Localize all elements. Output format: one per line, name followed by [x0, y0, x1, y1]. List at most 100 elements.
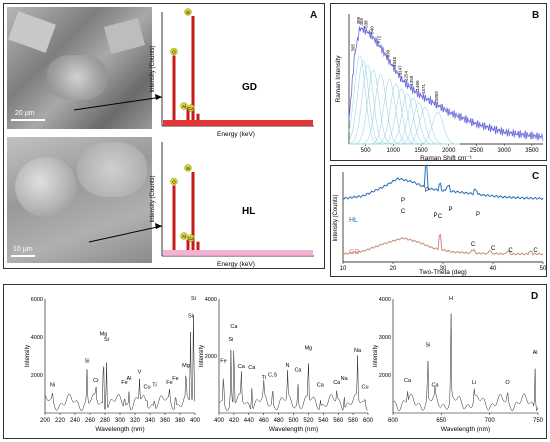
xrd-tick-label-40: 40 [490, 266, 497, 272]
xrd-hl-peak-0: P [401, 198, 405, 204]
libs1-line-label-14: Si [191, 296, 196, 302]
arrow-top-head [155, 94, 162, 100]
libs2-line-label-13: Na [354, 348, 362, 354]
eds-bottom-bar-ca [196, 241, 200, 250]
raman-tick-label-500: 500 [361, 148, 372, 154]
libs2-tick-label-500: 500 [288, 418, 299, 424]
xrd-tick-label-30: 30 [440, 266, 447, 272]
libs3-line-label-0: Ca [404, 378, 412, 384]
libs1-tick-label-300: 300 [115, 418, 126, 424]
xrd-hl-peak-3: P [448, 207, 452, 213]
libs2-line-label-10: Ca [317, 382, 325, 388]
libs3-tick-label-750: 750 [533, 418, 544, 424]
libs3-line-label-6: Al [533, 350, 538, 356]
eds-top-label-si: Si [186, 10, 190, 15]
xrd-gd-peak-4: C [508, 248, 513, 254]
raman-xlabel: Raman Shift cm⁻¹ [420, 155, 473, 162]
libs2-tick-label-560: 560 [333, 418, 344, 424]
eds-bottom-baseline [163, 250, 313, 256]
libs3-ytick-label-4000: 4000 [379, 297, 391, 303]
libs2-tick-label-540: 540 [318, 418, 329, 424]
raman-peak-1802: 1802 [434, 91, 439, 102]
eds-bottom-ylabel: Intensity (Counts) [150, 175, 156, 222]
eds-top-sample: GD [242, 82, 257, 93]
raman-peak-772: 772 [377, 35, 382, 43]
eds-bottom-label-o: O [172, 180, 176, 185]
sem-bottom-scale: 10 µm [13, 246, 33, 253]
xrd-hl-peak-2: P [433, 213, 437, 219]
xrd-gd-peak-5: C [533, 248, 538, 254]
raman-fit-772 [349, 74, 460, 145]
libs2-tick-label-600: 600 [363, 418, 374, 424]
libs3-spectrum-line [392, 313, 539, 412]
libs1-tick-label-280: 280 [100, 418, 111, 424]
libs1-line-label-9: Ti [152, 382, 156, 388]
raman-peak-1571: 1571 [421, 83, 426, 94]
eds-bottom-label-al: Al [182, 234, 186, 239]
libs1-line-label-0: Ni [50, 382, 55, 388]
libs2-line-label-2: Ca [230, 324, 238, 330]
libs1-line-label-6: Al [127, 376, 132, 382]
libs2-line-label-4: Ca [248, 365, 256, 371]
libs2-line-label-3: Ca [238, 364, 246, 370]
xrd-hl-peak-labels: P P P P P [401, 188, 480, 219]
raman-peak-1359: 1359 [409, 75, 414, 86]
libs1-line-label-11: Fe [172, 376, 178, 382]
libs1-tick-label-260: 260 [85, 418, 96, 424]
raman-chart: Raman Intensity Raman Shift cm⁻¹ 500 1000… [335, 14, 544, 162]
libs1-line-label-2: Cr [93, 378, 99, 384]
libs3-tick-label-650: 650 [436, 418, 447, 424]
eds-bottom-bar-o [172, 185, 176, 250]
libs1-line-label-1: Si [85, 359, 90, 365]
xrd-gd-peak-labels: C C C C C C [401, 209, 539, 254]
xrd-chart: Intensity (Counts) Two-Theta (deg) 10 20 3… [333, 164, 547, 276]
raman-fit-1359 [349, 97, 460, 145]
eds-top-label-dot-ca [187, 104, 195, 112]
libs2-spectrum-line [218, 349, 368, 412]
libs1-tick-label-220: 220 [55, 418, 66, 424]
raman-fit-1460 [349, 102, 460, 145]
libs2-line-label-12: Na [341, 376, 349, 382]
xrd-gd-peak-1: C [438, 214, 443, 220]
libs2-line-label-14: Cu [362, 385, 369, 391]
libs-spectrum-3: 600 650 700 750 2000 3000 4000 Wavelength (nm) I… [373, 296, 544, 433]
eds-bottom-label-si: Si [186, 166, 190, 171]
libs1-line-label-10: Fe [166, 380, 172, 386]
eds-top-bar-si [191, 16, 195, 120]
panel-d: D 200 220 240 260 280 300 320 340 360 380 400 2000 4… [3, 284, 547, 439]
libs2-line-label-6: C,S [268, 373, 278, 379]
panel-c: C Intensity (Counts) Two-Theta (deg) 10 2… [330, 164, 547, 277]
raman-ticks: 500 1000 1500 2000 2500 3000 3500 [361, 144, 539, 154]
libs2-line-label-7: N [286, 363, 290, 369]
xrd-gd-peak-3: C [491, 246, 496, 252]
xrd-ylabel: Intensity (Counts) [333, 194, 339, 241]
eds-bottom-label-dot-ca [187, 234, 195, 242]
libs-spectrum-1: 200 220 240 260 280 300 320 340 360 380 400 2000 400… [25, 296, 201, 433]
eds-top-label-dot-o [170, 47, 178, 56]
libs3-ytick-label-3000: 3000 [379, 335, 391, 341]
eds-top-baseline [163, 120, 313, 126]
raman-peak-1147: 1147 [397, 65, 402, 75]
eds-bottom-label-dot-o [170, 177, 178, 186]
raman-peak-455: 455 [359, 18, 364, 26]
panel-b-label: B [532, 10, 540, 21]
raman-tick-label-2500: 2500 [470, 148, 484, 154]
eds-bottom-xlabel: Energy (keV) [217, 261, 255, 268]
libs3-line-label-2: Ca [432, 382, 440, 388]
raman-tick-label-1000: 1000 [387, 148, 401, 154]
eds-bottom-label-dot-al [180, 232, 188, 240]
raman-peak-930: 930 [385, 49, 390, 57]
libs1-tick-label-380: 380 [175, 418, 186, 424]
eds-top-bar-ca [196, 113, 200, 120]
libs2-line-label-0: Fe [220, 359, 226, 365]
libs2-line-label-9: Mg [305, 346, 313, 352]
raman-tick-label-1500: 1500 [414, 148, 428, 154]
raman-series-line [348, 25, 544, 141]
eds-top-label-ca: Ca [188, 106, 194, 111]
raman-peak-395: 395 [351, 43, 356, 51]
xrd-xlabel: Two-Theta (deg) [419, 269, 467, 276]
xrd-series-gd [342, 233, 544, 256]
panel-b: B Raman Intensity Raman Shift cm⁻¹ 500 10… [330, 3, 547, 162]
